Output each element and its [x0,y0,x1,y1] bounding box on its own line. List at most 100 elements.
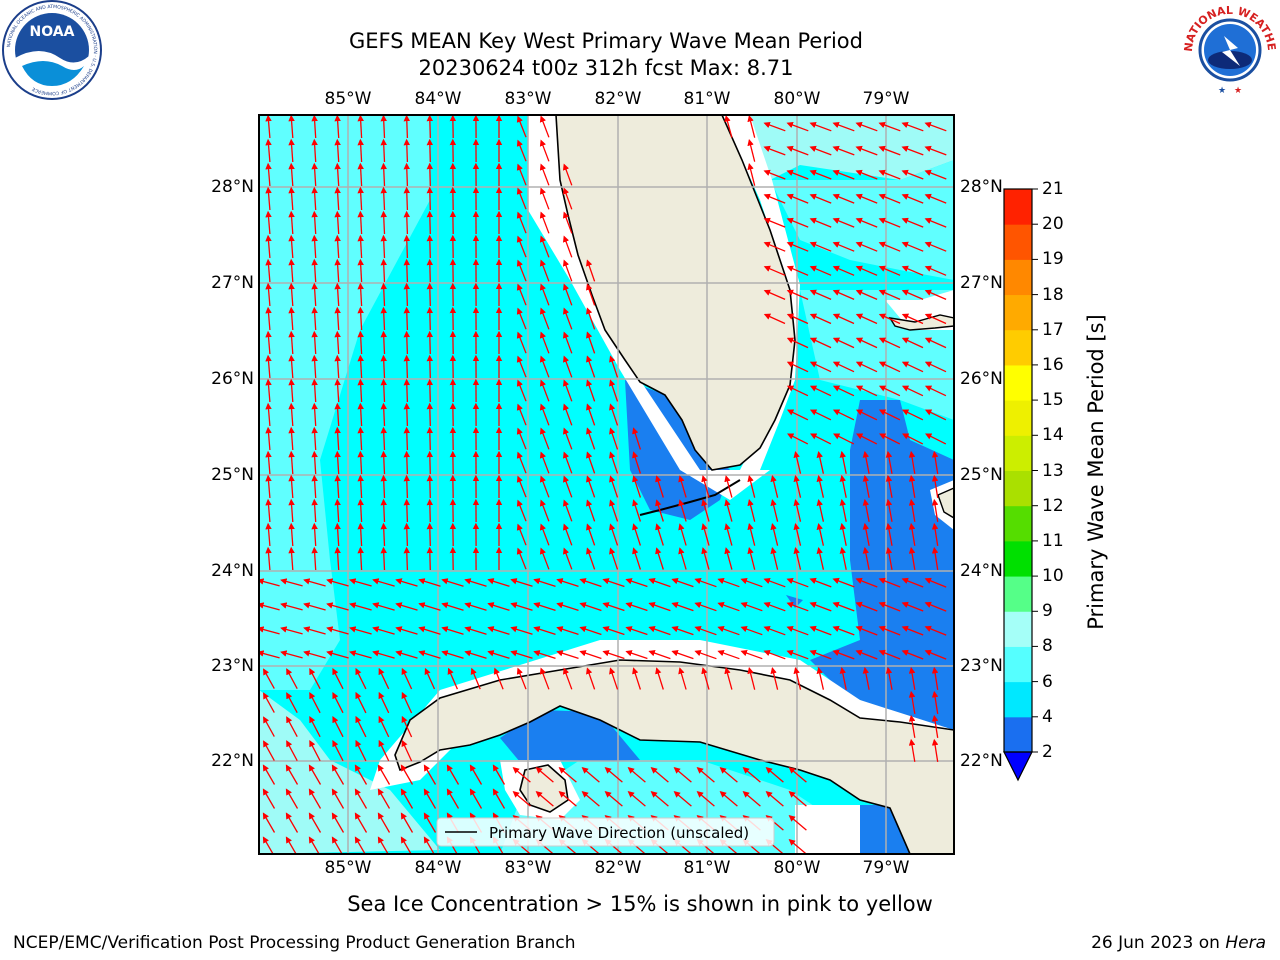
wave-arrow [901,313,924,325]
wave-arrow [516,523,527,546]
wave-arrow [334,234,341,259]
wave-arrow [288,258,295,283]
wave-arrow [579,578,602,588]
wave-arrow [901,169,924,180]
wave-arrow [492,788,506,809]
wave-arrow [334,354,341,379]
wave-arrow [380,282,387,307]
wave-arrow [516,499,527,522]
wave-arrow [579,602,602,612]
lon-top-label: 85°W [324,89,372,109]
lat-right-label: 23°N [960,656,1003,676]
wave-arrow [581,791,600,807]
wave-arrow [265,474,272,499]
wave-arrow [763,289,786,300]
wave-arrow [816,523,825,546]
wave-arrow [426,258,434,283]
wave-arrow [288,378,295,403]
wave-arrow [265,234,272,259]
wave-arrow [724,499,733,522]
wave-arrow [609,547,619,570]
wave-arrow [355,739,367,762]
lon-top-label: 84°W [414,89,462,109]
wave-arrow [380,546,387,571]
wave-arrow [832,385,855,397]
wave-arrow [609,427,619,450]
wave-arrow [816,547,825,570]
wave-arrow [311,330,318,355]
wave-arrow [334,450,341,475]
wave-arrow [885,522,893,546]
wave-arrow [602,626,625,636]
wave-arrow [770,499,779,522]
lon-top-label: 83°W [504,89,552,109]
wave-arrow [809,289,832,300]
wave-arrow [786,169,809,180]
wave-arrow [377,764,391,785]
wave-arrow [931,666,939,691]
wave-arrow [673,791,692,807]
wave-arrow [878,193,901,204]
wave-arrow [464,602,487,611]
colorbar-tick-label: 14 [1042,425,1064,446]
wave-arrow [403,138,411,163]
wave-arrow [562,355,573,378]
andros-land [937,487,954,519]
wave-arrow [673,767,692,783]
wave-arrow [788,791,807,807]
wave-arrow [770,475,779,498]
map-title: GEFS MEAN Key West Primary Wave Mean Per… [349,29,863,53]
wave-arrow [426,186,434,211]
wave-arrow [908,474,916,498]
wave-arrow [809,409,832,421]
wave-arrow [793,523,802,546]
wave-arrow [724,115,733,138]
wave-arrow [401,715,413,738]
wave-arrow [288,426,295,451]
wave-arrow [535,767,554,783]
wave-arrow [487,650,510,659]
wave-arrow [602,650,625,660]
wave-arrow [586,667,596,690]
wave-arrow [380,210,387,235]
wave-arrow [855,409,878,421]
wave-arrow [357,474,364,499]
wave-arrow [562,211,573,234]
wave-arrow [562,259,573,282]
wave-arrow [516,211,527,234]
wave-arrow [719,767,738,783]
wave-arrow [380,498,387,523]
wave-arrow [855,145,878,156]
footer-date-text: 26 Jun 2023 on [1091,933,1226,953]
wave-arrow [516,427,527,450]
wave-arrow [833,433,855,445]
wave-arrow [334,474,341,499]
wave-arrow [334,330,341,355]
wave-arrow [809,337,832,349]
footer-host: Hera [1225,933,1266,953]
wave-arrow [512,767,531,783]
wave-arrow [288,522,295,547]
wave-arrow [424,667,436,690]
wave-arrow [862,522,870,546]
wave-arrow [357,426,364,451]
wave-arrow [464,578,487,587]
wave-arrow [357,258,364,283]
wave-arrow [742,767,761,783]
wave-arrow [400,788,414,809]
wave-arrow [786,361,809,373]
wave-arrow [516,331,527,354]
wave-arrow [747,475,756,498]
wave-arrow [901,265,924,276]
wave-arrow [924,577,947,588]
wave-arrow [403,426,411,451]
wave-arrow [924,337,947,349]
wave-arrow [357,186,364,211]
wave-arrow [372,602,395,611]
wave-arrow [331,764,345,785]
wave-arrow [558,767,577,783]
wave-arrow [349,626,372,635]
wave-arrow [724,475,733,498]
legend-label: Primary Wave Direction (unscaled) [489,824,749,842]
